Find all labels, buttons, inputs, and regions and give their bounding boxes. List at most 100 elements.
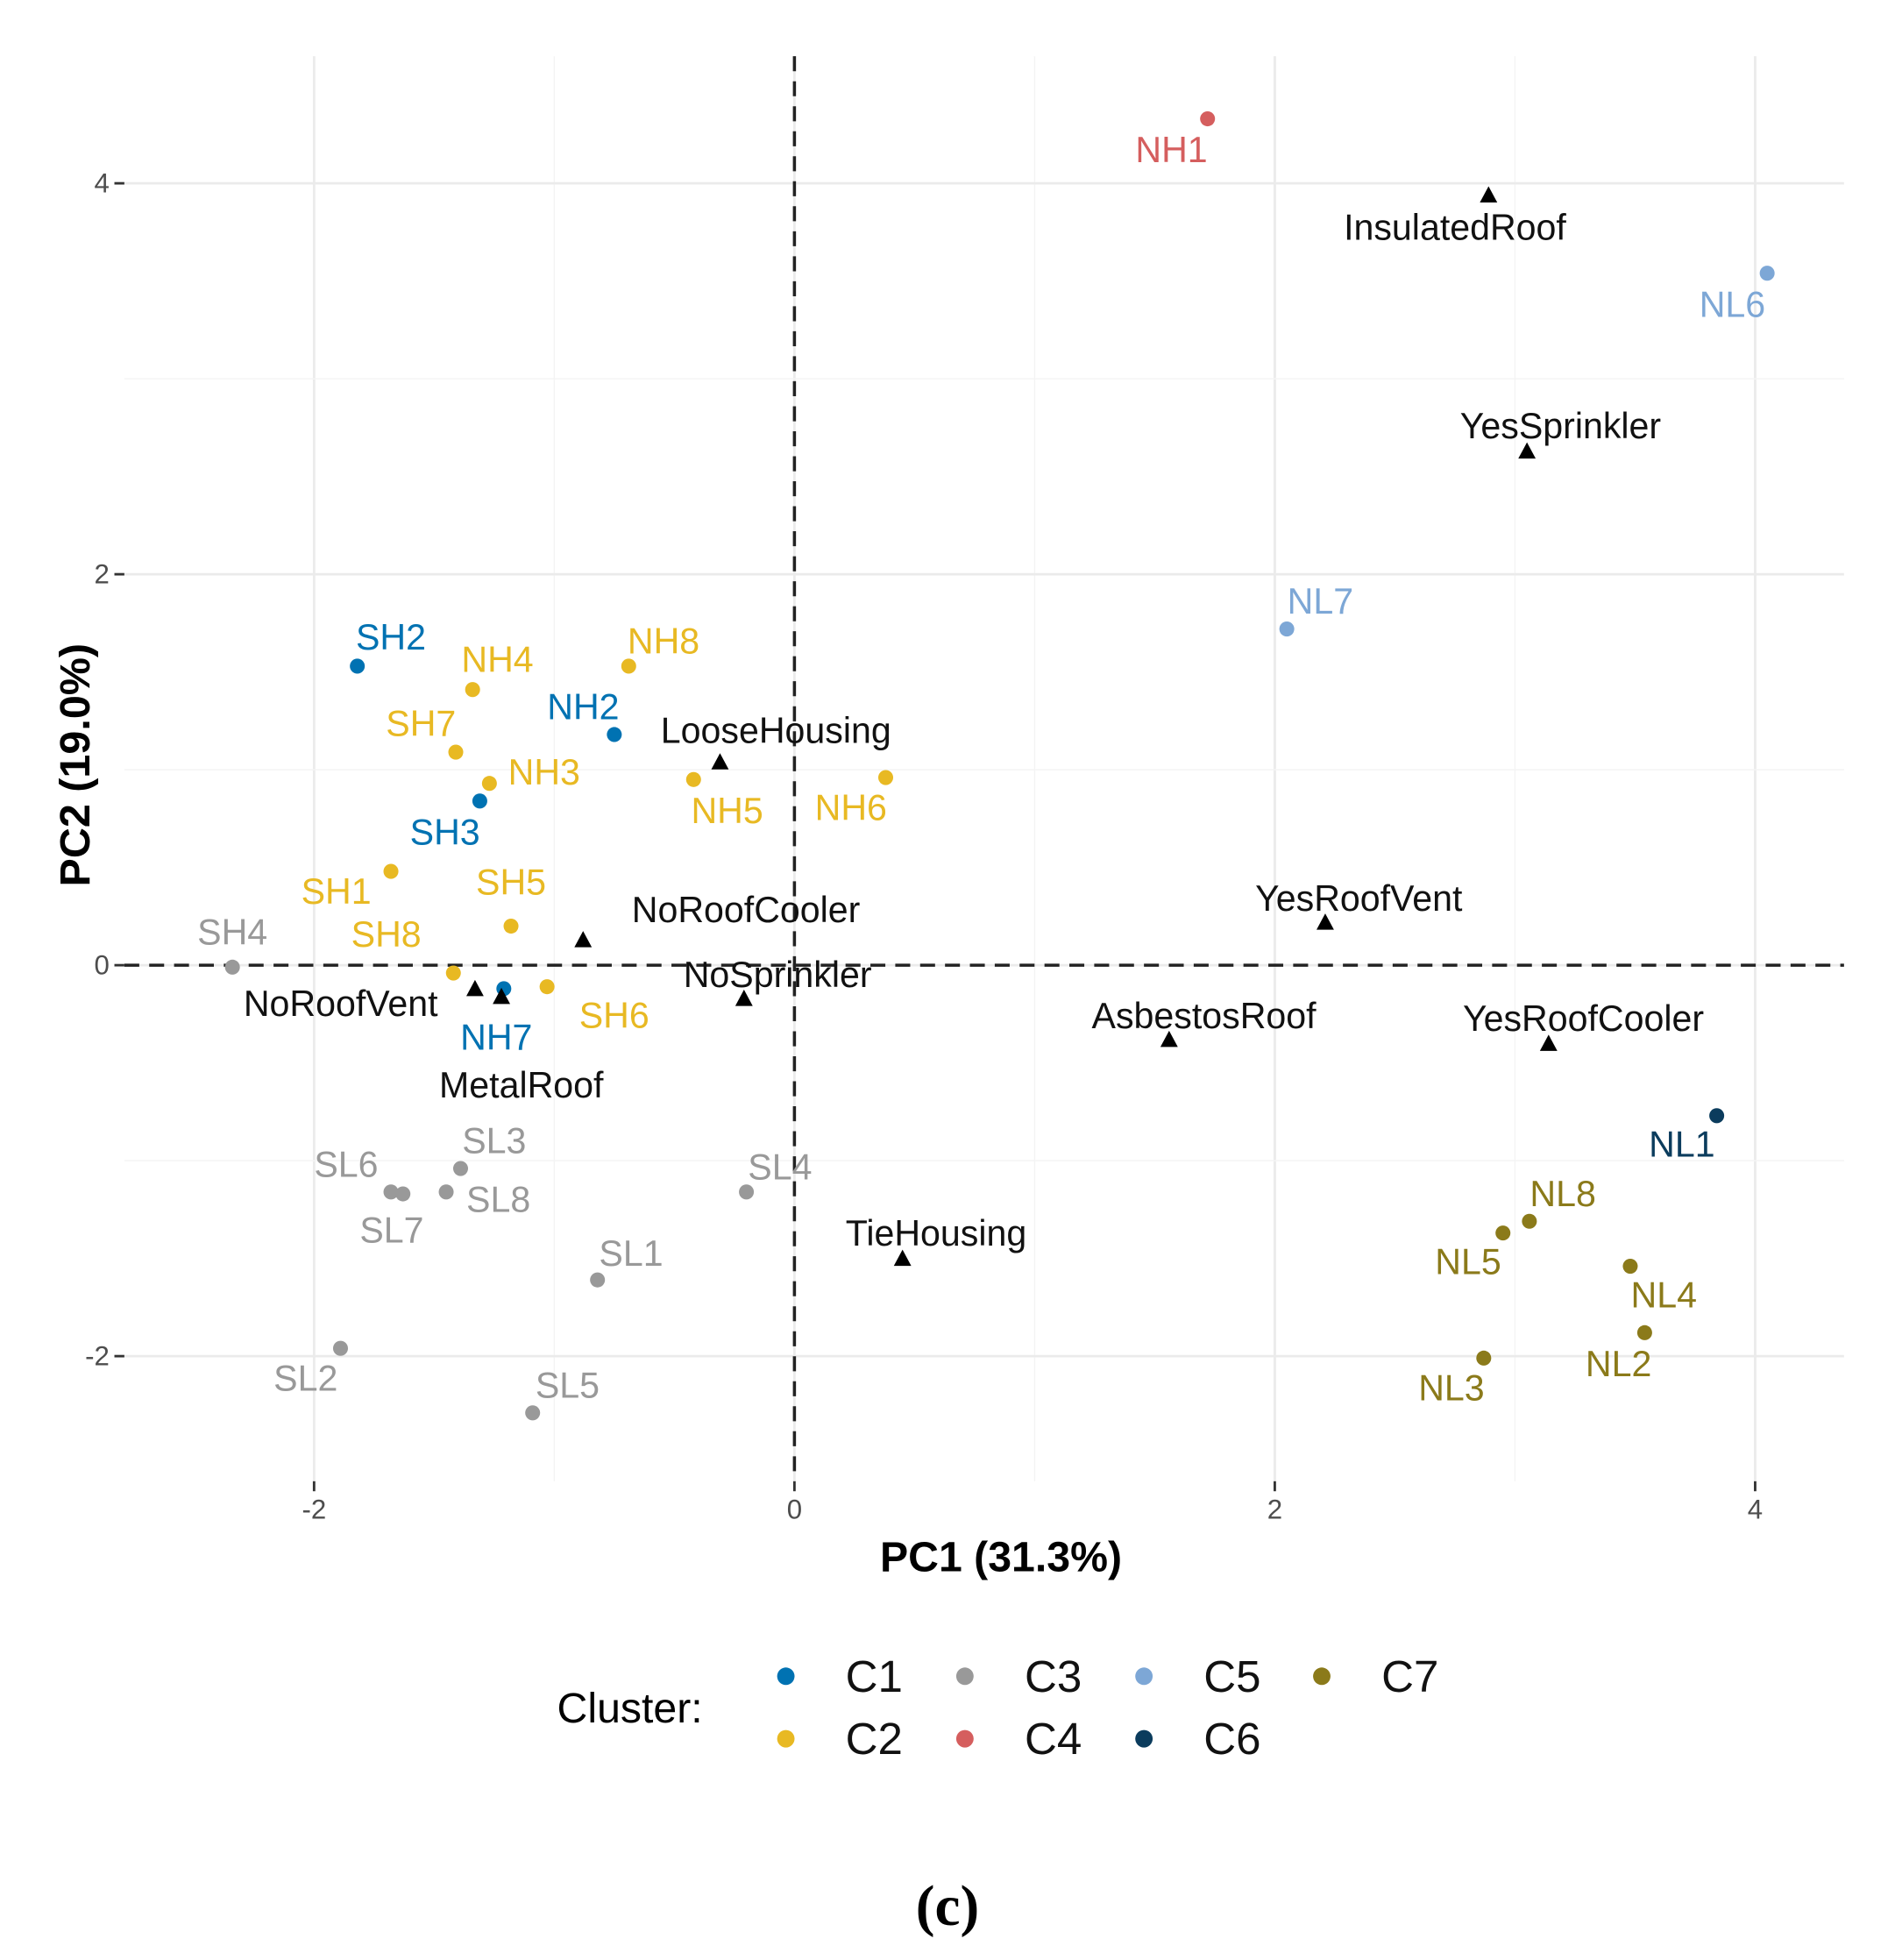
data-point: [539, 979, 555, 995]
data-point: [1200, 110, 1216, 127]
variable-label: MetalRoof: [439, 1065, 604, 1105]
x-tick-label: 4: [1748, 1495, 1763, 1525]
point-label: SL5: [536, 1365, 600, 1405]
legend-key-c1: [777, 1667, 795, 1686]
variable-label: NoRoofCooler: [632, 890, 861, 930]
point-label: NH6: [815, 787, 887, 827]
variable-triangle: [735, 990, 753, 1006]
legend-title: Cluster:: [557, 1685, 703, 1732]
variable-triangle: [574, 931, 593, 948]
y-tick-label: -2: [85, 1341, 110, 1372]
variable-triangle: [1480, 186, 1498, 203]
point-label: NL6: [1700, 284, 1765, 324]
data-point: [1522, 1213, 1537, 1229]
x-axis-title: PC1 (31.3%): [880, 1533, 1122, 1580]
data-point: [590, 1272, 606, 1288]
legend-label-c6: C6: [1203, 1714, 1260, 1764]
point-label: SL1: [599, 1233, 663, 1274]
data-point: [448, 744, 464, 760]
legend-label-c4: C4: [1025, 1714, 1082, 1764]
x-tick-label: -2: [302, 1495, 326, 1525]
point-label: SH5: [476, 863, 546, 903]
y-axis-title: PC2 (19.0%): [52, 643, 99, 886]
point-label: SL4: [748, 1147, 812, 1187]
variable-label: AsbestosRoof: [1092, 996, 1317, 1036]
data-point: [445, 965, 461, 981]
data-point: [621, 658, 636, 674]
variable-label: InsulatedRoof: [1344, 208, 1566, 248]
variable-triangle: [1518, 442, 1537, 459]
point-label: NH4: [461, 639, 533, 679]
data-point: [438, 1184, 454, 1200]
data-point: [472, 793, 487, 809]
x-tick-label: 0: [787, 1495, 802, 1525]
point-label: NL8: [1529, 1174, 1595, 1214]
data-point: [395, 1186, 411, 1202]
legend-label-c2: C2: [846, 1714, 903, 1764]
variable-triangle: [1160, 1030, 1178, 1047]
data-point: [1622, 1258, 1638, 1275]
legend-key-c2: [777, 1729, 795, 1748]
variable-label: NoSprinkler: [684, 955, 872, 995]
point-label: NL3: [1418, 1368, 1484, 1409]
axis-ticks: -2 0 2 4 -2 0 2 4: [85, 168, 1763, 1525]
point-label: SH4: [197, 912, 267, 952]
data-point: [1636, 1324, 1652, 1340]
legend-key-c7: [1313, 1667, 1331, 1686]
legend-key-c5: [1135, 1667, 1153, 1686]
variable-label: YesRoofCooler: [1463, 998, 1704, 1039]
data-point: [607, 727, 622, 742]
legend-key-c6: [1135, 1729, 1153, 1748]
data-point: [1495, 1225, 1511, 1241]
variable-label: TieHousing: [846, 1213, 1027, 1253]
legend-label-c3: C3: [1025, 1651, 1082, 1701]
y-tick-label: 4: [94, 168, 109, 199]
data-point: [224, 959, 240, 975]
legend-key-c4: [955, 1729, 974, 1748]
point-label: NH3: [508, 752, 580, 792]
data-point: [1709, 1108, 1725, 1124]
point-label: SH7: [386, 703, 456, 743]
legend-key-c3: [955, 1667, 974, 1686]
point-label: NH7: [460, 1017, 532, 1057]
data-point: [525, 1405, 541, 1421]
gridlines: [124, 56, 1844, 1481]
point-label: NL2: [1586, 1344, 1651, 1384]
legend-label-c5: C5: [1203, 1651, 1260, 1701]
point-label: SH1: [302, 871, 372, 912]
point-label: NH2: [547, 687, 619, 728]
point-label: SL6: [314, 1144, 378, 1184]
data-point: [503, 918, 519, 934]
point-label: SH6: [579, 995, 649, 1035]
data-point: [1476, 1350, 1492, 1366]
figure-caption: (c): [916, 1875, 979, 1938]
point-label: NL5: [1435, 1241, 1501, 1282]
variable-triangle: [466, 979, 484, 997]
variable-label: YesRoofVent: [1255, 878, 1463, 919]
point-label: NL7: [1288, 581, 1353, 621]
point-label: SL3: [462, 1121, 526, 1161]
variable-label: NoRoofVent: [244, 984, 438, 1024]
y-tick-label: 2: [94, 559, 109, 590]
point-label: SH8: [351, 914, 422, 955]
legend-label-c1: C1: [846, 1651, 903, 1701]
point-label: NL4: [1631, 1275, 1697, 1315]
data-point: [383, 1184, 399, 1200]
data-point: [1279, 621, 1295, 637]
point-label: SL2: [273, 1358, 337, 1398]
reference-lines: [124, 56, 1844, 1481]
legend: Cluster: C1 C2 C3 C4 C5 C6 C7: [557, 1651, 1439, 1764]
y-tick-label: 0: [94, 950, 109, 981]
data-point: [332, 1340, 348, 1356]
point-label: SH2: [356, 617, 426, 657]
point-label: SL8: [466, 1179, 530, 1219]
variable-label: YesSprinkler: [1460, 406, 1662, 446]
data-point: [383, 863, 399, 879]
variable-label: LooseHousing: [661, 710, 891, 750]
data-point: [685, 771, 701, 787]
data-point: [1759, 266, 1775, 281]
x-tick-label: 2: [1267, 1495, 1282, 1525]
point-label: SH3: [410, 812, 480, 852]
